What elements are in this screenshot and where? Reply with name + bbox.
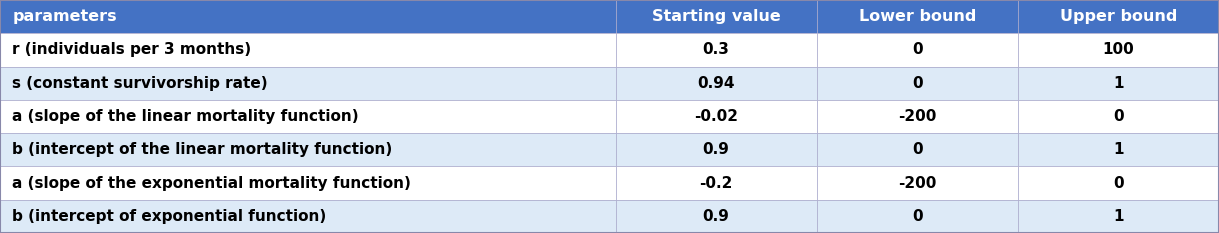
Bar	[0, 67, 616, 100]
Text: 0: 0	[912, 76, 923, 91]
Bar	[1018, 166, 1219, 200]
Bar	[1018, 33, 1219, 67]
Text: r (individuals per 3 months): r (individuals per 3 months)	[12, 42, 251, 57]
Bar	[0, 200, 616, 233]
Bar	[817, 200, 1018, 233]
Text: b (intercept of the linear mortality function): b (intercept of the linear mortality fun…	[12, 142, 393, 157]
Text: 0.94: 0.94	[697, 76, 735, 91]
Bar	[817, 133, 1018, 166]
Text: -0.2: -0.2	[700, 176, 733, 191]
Text: 0: 0	[912, 209, 923, 224]
Text: 100: 100	[1102, 42, 1135, 57]
Text: -200: -200	[898, 109, 936, 124]
Bar	[0, 0, 616, 33]
Text: Lower bound: Lower bound	[858, 9, 976, 24]
Text: 0.9: 0.9	[702, 209, 730, 224]
Text: 0: 0	[1113, 109, 1124, 124]
Text: Starting value: Starting value	[652, 9, 780, 24]
Bar	[616, 133, 817, 166]
Bar	[0, 33, 616, 67]
Text: -200: -200	[898, 176, 936, 191]
Bar	[817, 0, 1018, 33]
Bar	[616, 33, 817, 67]
Text: 1: 1	[1113, 209, 1124, 224]
Bar	[817, 166, 1018, 200]
Text: a (slope of the exponential mortality function): a (slope of the exponential mortality fu…	[12, 176, 411, 191]
Text: 1: 1	[1113, 76, 1124, 91]
Text: 0: 0	[1113, 176, 1124, 191]
Text: 0.9: 0.9	[702, 142, 730, 157]
Text: a (slope of the linear mortality function): a (slope of the linear mortality functio…	[12, 109, 358, 124]
Text: b (intercept of exponential function): b (intercept of exponential function)	[12, 209, 327, 224]
Text: Upper bound: Upper bound	[1059, 9, 1178, 24]
Bar	[1018, 133, 1219, 166]
Bar	[1018, 0, 1219, 33]
Bar	[616, 200, 817, 233]
Text: 0: 0	[912, 42, 923, 57]
Text: s (constant survivorship rate): s (constant survivorship rate)	[12, 76, 268, 91]
Text: 1: 1	[1113, 142, 1124, 157]
Bar	[616, 0, 817, 33]
Bar	[817, 33, 1018, 67]
Bar	[0, 133, 616, 166]
Bar	[817, 67, 1018, 100]
Bar	[0, 166, 616, 200]
Bar	[616, 100, 817, 133]
Bar	[616, 166, 817, 200]
Text: parameters: parameters	[12, 9, 117, 24]
Text: -0.02: -0.02	[694, 109, 739, 124]
Bar	[817, 100, 1018, 133]
Bar	[1018, 200, 1219, 233]
Text: 0.3: 0.3	[702, 42, 730, 57]
Bar	[1018, 67, 1219, 100]
Text: 0: 0	[912, 142, 923, 157]
Bar	[616, 67, 817, 100]
Bar	[0, 100, 616, 133]
Bar	[1018, 100, 1219, 133]
